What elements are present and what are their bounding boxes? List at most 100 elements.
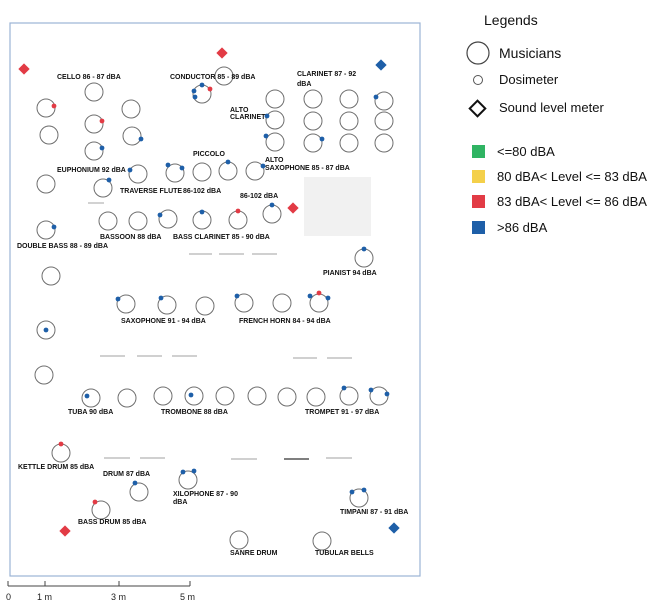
musician-circle	[229, 530, 249, 550]
musician-15	[303, 111, 323, 131]
musician-59	[349, 487, 369, 508]
musician-19	[303, 133, 325, 153]
dosimeter-dot	[43, 327, 49, 333]
label-kettle-drum: KETTLE DRUM 85 dBA	[18, 464, 95, 471]
label-snare-drum: SANRE DRUM	[230, 550, 278, 557]
musician-circle	[215, 386, 235, 406]
dosimeter-dot	[325, 295, 331, 301]
dosimeter-dot	[384, 391, 390, 397]
legend-swatch-blue	[472, 221, 485, 234]
dosimeter-dot	[207, 86, 213, 92]
musician-36	[354, 246, 374, 268]
musician-circle	[265, 132, 285, 152]
musician-circle	[116, 294, 136, 314]
musician-41	[234, 293, 254, 313]
sound-level-meter-3	[375, 59, 387, 71]
musician-circle	[157, 295, 177, 315]
musician-circle	[247, 386, 267, 406]
musician-39	[157, 295, 177, 315]
label-french: FRENCH	[239, 318, 269, 325]
musician-circle	[306, 387, 326, 407]
musician-circle	[374, 91, 394, 111]
scale-label-1m: 1 m	[37, 592, 53, 602]
dosimeter-dot	[191, 88, 197, 94]
musician-circle	[98, 211, 118, 231]
legend-musicians-label: Musicians	[499, 45, 562, 61]
label-alto-clarinet: ALTO	[230, 107, 249, 114]
musician-circle	[303, 133, 323, 153]
musician-circle	[374, 133, 394, 153]
musician-5	[303, 89, 323, 109]
musician-38	[115, 294, 136, 314]
dosimeter-dot	[51, 103, 57, 109]
sound-level-meter-5	[59, 525, 71, 537]
dosimeter-dot	[51, 224, 57, 230]
musician-28	[93, 177, 113, 198]
musician-18	[263, 132, 285, 152]
label-piccolo-range: 86-102 dBA	[240, 193, 279, 200]
legend-swatch-green	[472, 145, 485, 158]
label-double-bass: DOUBLE BASS 88 - 89 dBA	[17, 243, 109, 250]
musician-11	[191, 82, 213, 104]
musician-58	[178, 468, 198, 490]
musician-60	[91, 499, 111, 520]
musician-1	[36, 98, 57, 118]
musician-6	[339, 89, 359, 109]
musician-circle	[245, 161, 265, 181]
musician-27	[36, 174, 56, 194]
musician-circle	[128, 211, 148, 231]
musician-22	[127, 164, 148, 184]
musician-47	[117, 388, 137, 408]
musician-50	[215, 386, 235, 406]
dosimeter-dot	[361, 487, 367, 493]
sound-level-meter-2	[216, 47, 228, 59]
legend-musician-symbol	[466, 41, 490, 65]
musician-46	[81, 388, 101, 408]
musician-circle	[234, 293, 254, 313]
dosimeter-dot	[165, 162, 171, 168]
music-stands	[88, 202, 352, 460]
musician-56	[51, 441, 71, 463]
musician-circle	[51, 443, 71, 463]
musician-circle	[192, 162, 212, 182]
label-traverse-flute: TRAVERSE FLUTE	[120, 188, 183, 195]
label-piccolo: PICCOLO	[193, 151, 225, 158]
legend-dosimeter-label: Dosimeter	[499, 72, 559, 87]
musician-circle	[277, 387, 297, 407]
legend-level-4: >86 dBA	[497, 220, 548, 235]
dosimeter-dot	[132, 480, 138, 486]
musician-circle	[265, 89, 285, 109]
musician-21	[374, 133, 394, 153]
legend-symbols	[466, 41, 490, 118]
dosimeter-dot	[319, 136, 325, 142]
label-xylophone-unit: dBA	[173, 499, 188, 506]
label-trumpet: TROMPET 91 - 97 dBA	[305, 409, 380, 416]
musician-7	[373, 91, 394, 111]
musician-45	[34, 365, 54, 385]
musician-circle	[84, 114, 104, 134]
dosimeter-dot	[260, 163, 266, 169]
dosimeter-dot	[263, 133, 269, 139]
musician-circle	[354, 248, 374, 268]
label-trombone: TROMBONE 88 dBA	[161, 409, 228, 416]
dosimeter-dot	[368, 387, 374, 393]
dosimeter-dot	[92, 499, 98, 505]
dosimeter-dot	[199, 209, 205, 215]
musician-circle	[84, 82, 104, 102]
musician-17	[374, 111, 394, 131]
dosimeter-dot	[192, 94, 198, 100]
musician-circle	[303, 89, 323, 109]
musician-circle	[153, 386, 173, 406]
musician-20	[339, 133, 359, 153]
musician-30	[98, 211, 118, 231]
musician-circle	[178, 470, 198, 490]
dosimeter-dot	[127, 167, 133, 173]
musician-9	[84, 114, 105, 134]
scale-label-5m: 5 m	[180, 592, 196, 602]
dosimeter-dot	[188, 392, 194, 398]
label-bass-clarinet: BASS CLARINET 85 - 90 dBA	[173, 234, 270, 241]
label-tubular-bells: TUBULAR BELLS	[315, 550, 374, 557]
musician-2	[84, 82, 104, 102]
dosimeter-dot	[225, 159, 231, 165]
musician-circle	[91, 500, 111, 520]
